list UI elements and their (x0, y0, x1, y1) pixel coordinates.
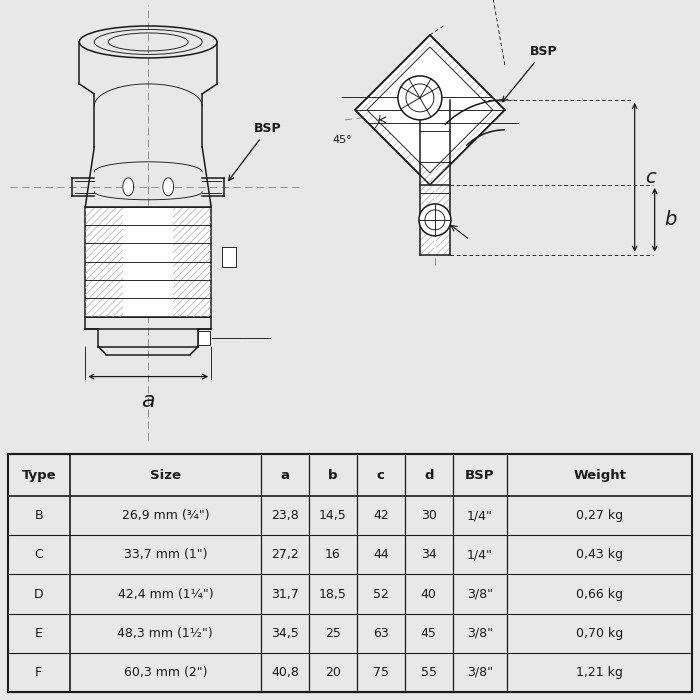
Text: c: c (377, 469, 385, 482)
Text: 18,5: 18,5 (319, 587, 346, 601)
Circle shape (419, 204, 451, 236)
Polygon shape (355, 35, 505, 185)
Text: 42,4 mm (1¼"): 42,4 mm (1¼") (118, 587, 213, 601)
Text: 3/8": 3/8" (467, 666, 493, 679)
Text: 26,9 mm (¾"): 26,9 mm (¾") (122, 509, 209, 522)
Text: F: F (35, 666, 42, 679)
Text: 14,5: 14,5 (319, 509, 346, 522)
Text: 31,7: 31,7 (271, 587, 299, 601)
Text: 16: 16 (325, 548, 341, 561)
Text: 42: 42 (373, 509, 389, 522)
Text: 30: 30 (421, 509, 437, 522)
Text: d: d (424, 469, 433, 482)
Text: E: E (35, 626, 43, 640)
Polygon shape (367, 47, 493, 173)
Text: 45: 45 (421, 626, 437, 640)
Text: 3/8": 3/8" (467, 587, 493, 601)
Text: b: b (664, 211, 677, 230)
Text: 45°: 45° (332, 135, 352, 145)
Text: BSP: BSP (229, 122, 282, 181)
Text: a: a (281, 469, 290, 482)
Text: 0,43 kg: 0,43 kg (576, 548, 623, 561)
Text: BSP: BSP (503, 45, 557, 102)
Text: 60,3 mm (2"): 60,3 mm (2") (124, 666, 207, 679)
Text: 34,5: 34,5 (271, 626, 299, 640)
Text: 40: 40 (421, 587, 437, 601)
Text: 40,8: 40,8 (271, 666, 299, 679)
Text: B: B (34, 509, 43, 522)
Text: a: a (141, 391, 155, 411)
Bar (85, 206, 211, 316)
Polygon shape (163, 178, 174, 196)
Text: BSP: BSP (466, 469, 495, 482)
Text: Weight: Weight (573, 469, 626, 482)
Text: 20: 20 (325, 666, 341, 679)
Text: 55: 55 (421, 666, 437, 679)
Text: 1/4": 1/4" (467, 509, 493, 522)
Text: 1,21 kg: 1,21 kg (576, 666, 623, 679)
Text: C: C (34, 548, 43, 561)
Text: 75: 75 (373, 666, 389, 679)
Text: 27,2: 27,2 (271, 548, 299, 561)
Bar (420, 100, 450, 255)
Text: Size: Size (150, 469, 181, 482)
Text: 44: 44 (373, 548, 389, 561)
Polygon shape (123, 178, 134, 196)
Text: b: b (328, 469, 337, 482)
Text: 23,8: 23,8 (271, 509, 299, 522)
Text: 48,3 mm (1½"): 48,3 mm (1½") (118, 626, 214, 640)
Text: 3/8": 3/8" (467, 626, 493, 640)
Text: 52: 52 (373, 587, 389, 601)
Text: Type: Type (22, 469, 56, 482)
Text: 0,27 kg: 0,27 kg (576, 509, 623, 522)
Bar (198, 330, 210, 344)
Text: 33,7 mm (1"): 33,7 mm (1") (124, 548, 207, 561)
Text: 1/4": 1/4" (467, 548, 493, 561)
Text: 0,70 kg: 0,70 kg (576, 626, 623, 640)
Text: c: c (645, 168, 655, 187)
Text: 0,66 kg: 0,66 kg (576, 587, 623, 601)
Text: D: D (34, 587, 43, 601)
Text: 25: 25 (325, 626, 341, 640)
Text: 34: 34 (421, 548, 437, 561)
Circle shape (398, 76, 442, 120)
Bar (222, 246, 236, 267)
Text: 63: 63 (373, 626, 389, 640)
